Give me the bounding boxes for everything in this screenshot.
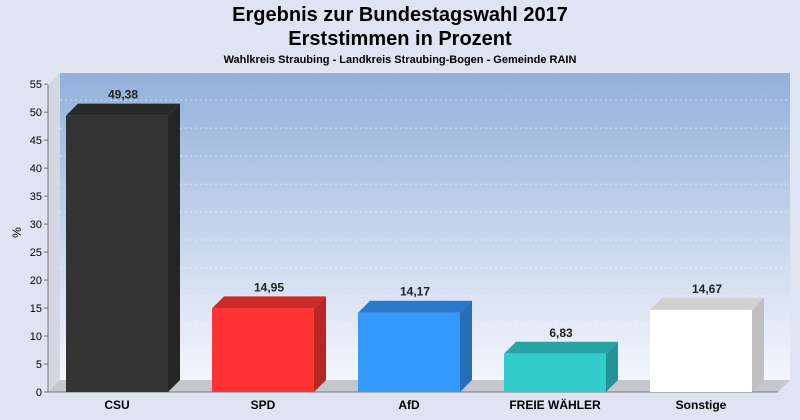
bar-afd: 14,17 <box>358 285 472 392</box>
x-tick-label: FREIE WÄHLER <box>509 397 601 412</box>
y-tick-label: 25 <box>30 247 42 259</box>
bar-top <box>358 300 472 313</box>
bar-front <box>212 308 314 392</box>
y-tick-label: 10 <box>30 331 42 343</box>
x-tick-label: CSU <box>104 398 129 412</box>
y-tick-label: 0 <box>36 387 42 399</box>
y-tick-label: 20 <box>30 275 42 287</box>
plot-left-wall <box>48 73 60 392</box>
y-axis-title: % <box>10 227 24 238</box>
bar-csu: 49,38 <box>66 88 180 392</box>
bar-spd: 14,95 <box>212 280 326 392</box>
data-label: 14,17 <box>400 285 430 299</box>
bar-top <box>66 103 180 116</box>
bar-side <box>752 297 764 392</box>
bar-front <box>66 115 168 392</box>
bar-top <box>650 297 764 310</box>
y-tick-label: 15 <box>30 303 42 315</box>
bars: 49,38 14,95 14,17 6,83 14,67 <box>66 88 764 392</box>
bar-side <box>606 341 618 392</box>
y-axis: 0 5 10 15 20 25 30 35 40 45 50 55% <box>10 79 48 399</box>
bar-top <box>504 341 618 354</box>
bar-freie-w-hler: 6,83 <box>504 326 618 392</box>
bar-side <box>314 296 326 392</box>
data-label: 14,95 <box>254 280 284 294</box>
y-tick-label: 40 <box>30 163 42 175</box>
y-tick-label: 50 <box>30 107 42 119</box>
y-tick-label: 45 <box>30 135 42 147</box>
y-tick-label: 35 <box>30 191 42 203</box>
bar-front <box>504 353 606 392</box>
chart-subtitle: Erststimmen in Prozent <box>288 28 512 50</box>
x-tick-label: Sonstige <box>676 398 727 412</box>
x-tick-label: AfD <box>398 398 420 412</box>
y-tick-label: 55 <box>30 79 42 91</box>
bar-side <box>168 103 180 392</box>
data-label: 14,67 <box>692 282 722 296</box>
bar-front <box>358 312 460 392</box>
chart-caption: Wahlkreis Straubing - Landkreis Straubin… <box>223 54 577 66</box>
bar-top <box>212 296 326 309</box>
y-tick-label: 30 <box>30 219 42 231</box>
bar-side <box>460 300 472 392</box>
data-label: 6,83 <box>549 326 573 340</box>
y-tick-label: 5 <box>36 359 42 371</box>
x-axis: CSU SPD AfD FREIE WÄHLER Sonstige <box>104 397 726 412</box>
x-tick-label: SPD <box>251 398 276 412</box>
chart-title: Ergebnis zur Bundestagswahl 2017 <box>232 4 568 26</box>
bar-sonstige: 14,67 <box>650 282 764 392</box>
data-label: 49,38 <box>108 88 138 102</box>
bar-front <box>650 309 752 392</box>
